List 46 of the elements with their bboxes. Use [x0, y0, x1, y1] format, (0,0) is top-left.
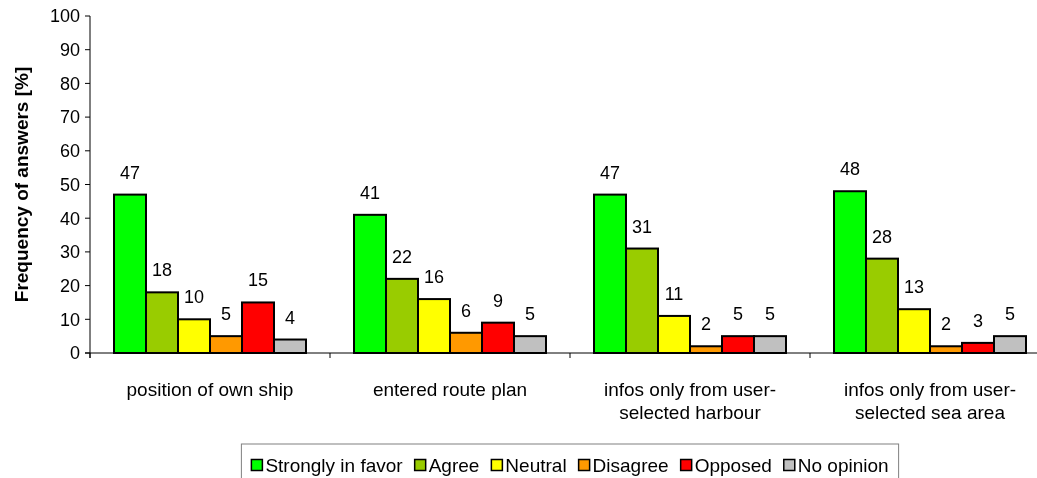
data-label: 28	[871, 226, 893, 247]
y-tick-label: 30	[59, 242, 80, 263]
x-tick-label: infos only from user-selected harbour	[603, 378, 777, 423]
x-tick-label: position of own ship	[126, 378, 294, 400]
data-label: 5	[524, 304, 536, 325]
y-tick-label: 40	[59, 208, 80, 229]
y-tick-label: 50	[59, 174, 80, 195]
legend-label: Strongly in favor	[265, 454, 404, 476]
data-label: 5	[1004, 304, 1016, 325]
legend-label: Disagree	[592, 454, 669, 476]
x-tick-label: entered route plan	[372, 378, 528, 400]
legend-label: Agree	[428, 454, 480, 476]
data-label: 2	[700, 314, 712, 335]
data-label: 9	[492, 290, 504, 311]
x-tick-label: infos only from user-selected sea area	[843, 378, 1017, 423]
data-label: 48	[839, 159, 861, 180]
data-label: 18	[151, 260, 173, 281]
y-tick-label: 100	[49, 6, 80, 27]
data-label: 5	[220, 304, 232, 325]
data-label: 2	[940, 314, 952, 335]
data-label: 41	[359, 182, 381, 203]
y-tick-label: 0	[69, 343, 80, 364]
data-label: 10	[183, 287, 205, 308]
y-tick-label: 20	[59, 275, 80, 296]
data-label: 13	[903, 277, 925, 298]
data-label: 47	[599, 162, 621, 183]
data-label: 47	[119, 162, 141, 183]
data-label: 3	[972, 310, 984, 331]
data-label: 22	[391, 246, 413, 267]
data-label: 5	[732, 304, 744, 325]
legend-label: No opinion	[797, 454, 889, 476]
y-tick-label: 60	[59, 141, 80, 162]
data-label: 11	[664, 283, 684, 304]
y-tick-label: 10	[59, 309, 80, 330]
data-label: 15	[247, 270, 269, 291]
y-tick-label: 90	[59, 40, 80, 60]
y-tick-label: 70	[59, 107, 80, 128]
y-axis-title: Frequency of answers [%]	[10, 66, 32, 303]
data-label: 5	[764, 304, 776, 325]
data-label: 4	[284, 307, 296, 328]
legend-label: Opposed	[694, 454, 772, 476]
data-label: 16	[423, 267, 445, 288]
data-label: 31	[631, 216, 653, 237]
data-label: 6	[460, 300, 472, 321]
legend-label: Neutral	[505, 454, 567, 476]
y-tick-label: 80	[59, 73, 80, 94]
